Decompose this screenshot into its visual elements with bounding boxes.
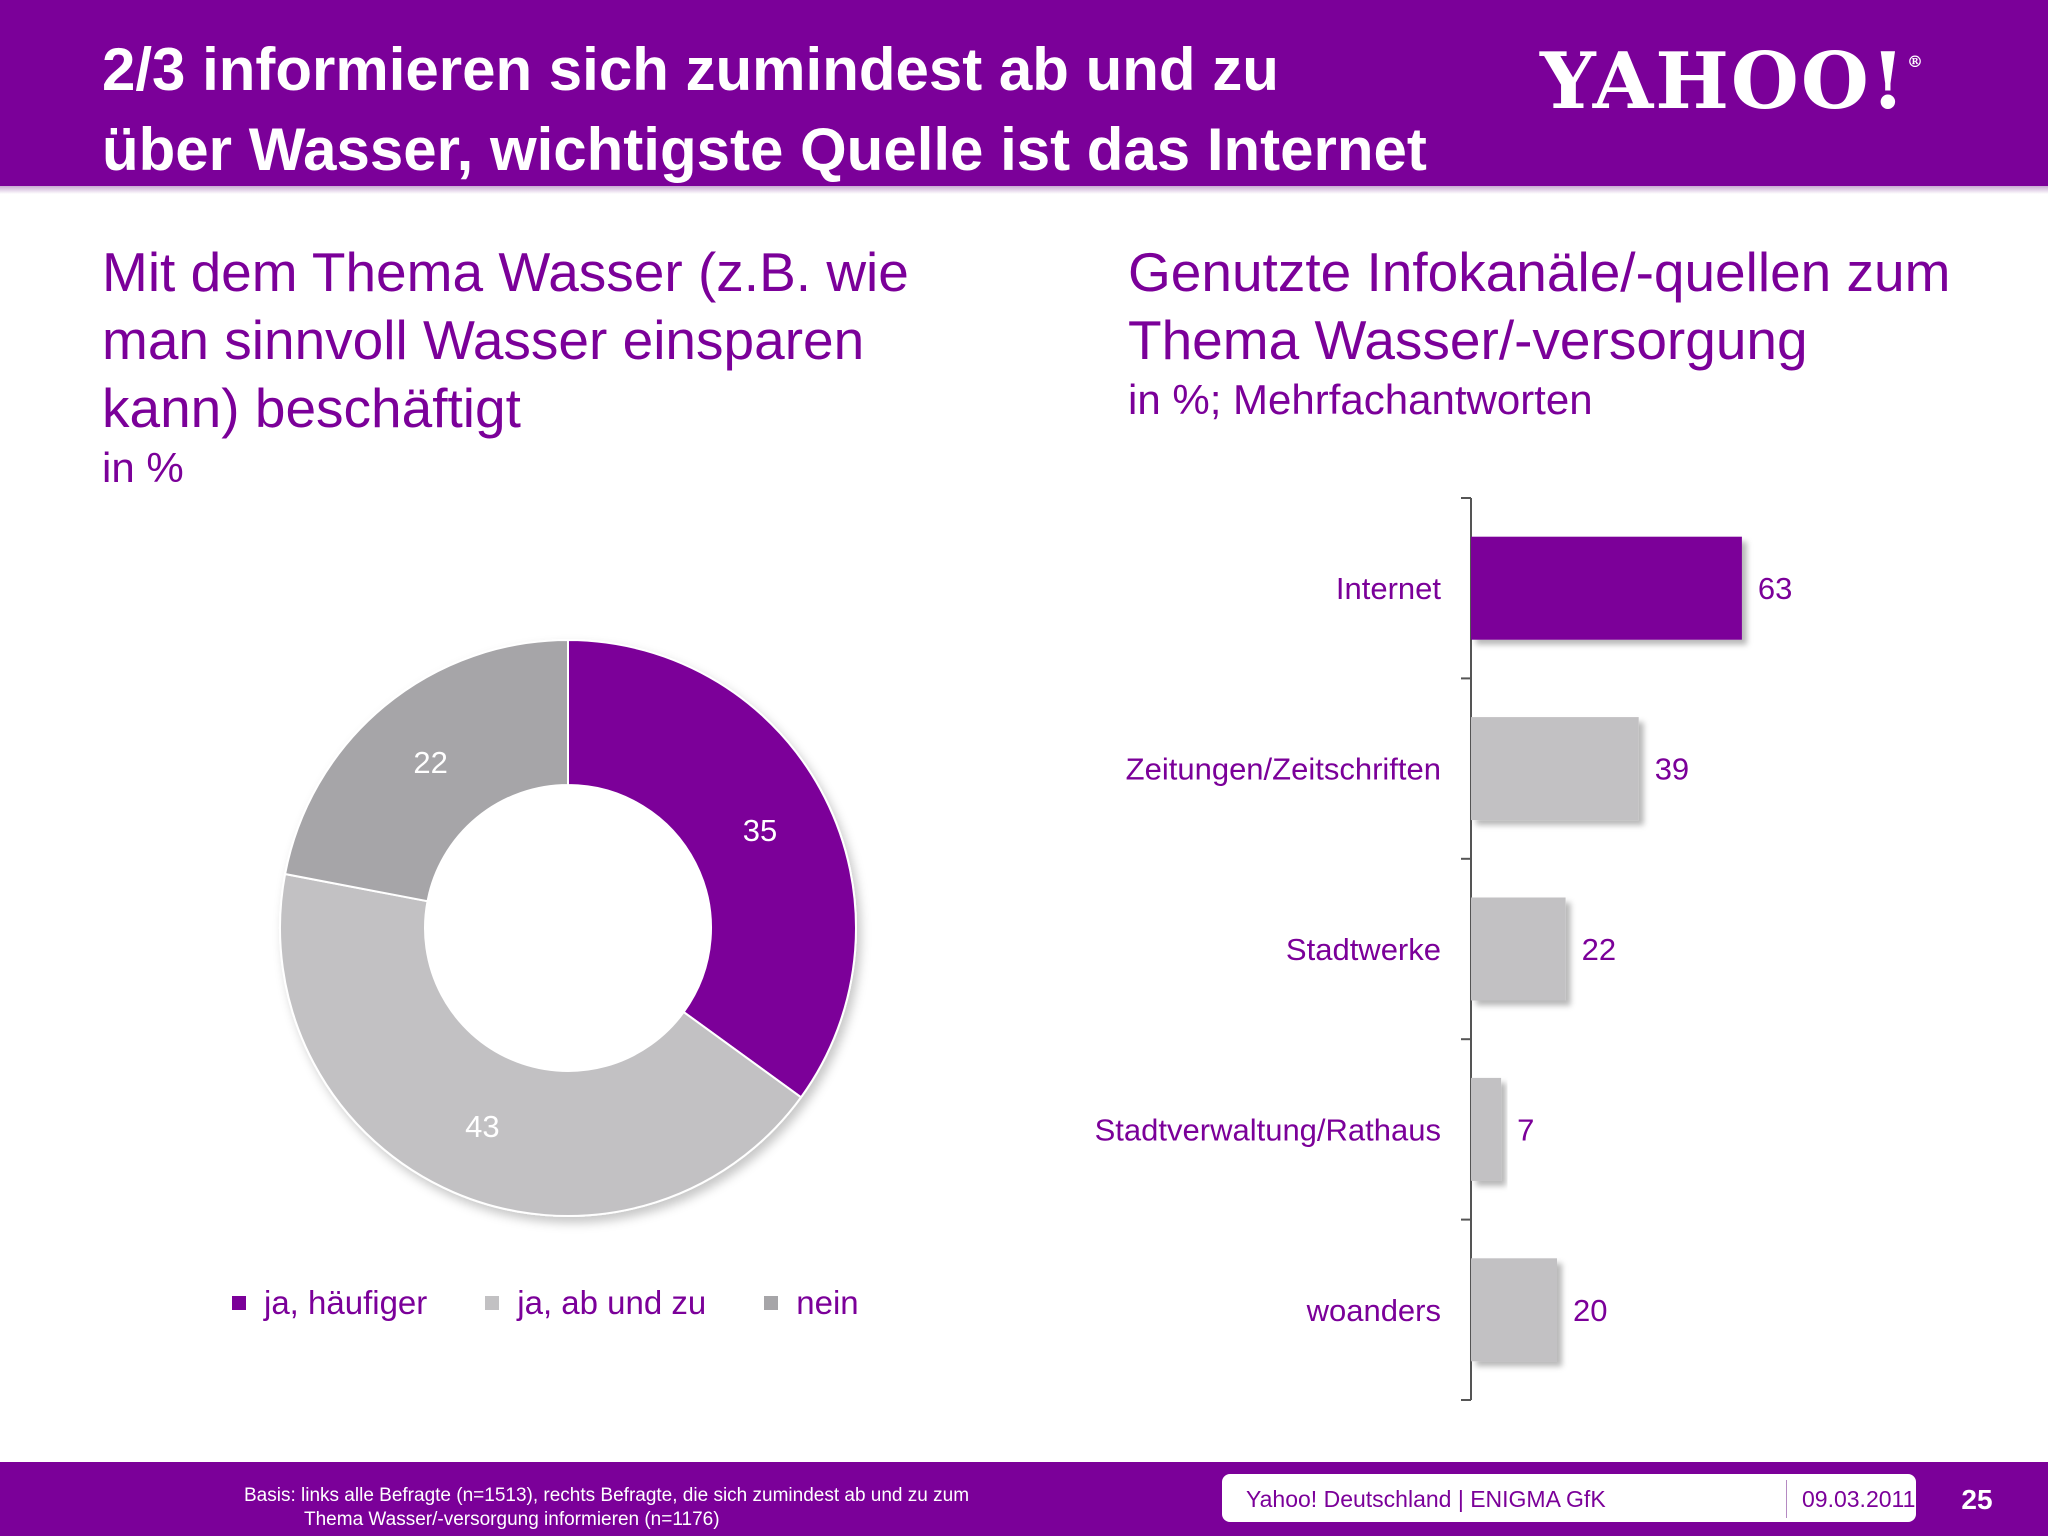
donut-chart-unit: in %	[102, 444, 184, 491]
bar-title-line-2: Thema Wasser/-versorgung	[1128, 309, 1808, 371]
slide-title-line-1: 2/3 informieren sich zumindest ab und zu	[102, 36, 1279, 103]
yahoo-logo: YAHOO!®	[1540, 32, 1970, 132]
donut-chart	[279, 638, 857, 1217]
donut-legend: ja, häufiger ja, ab und zu nein	[232, 1278, 932, 1328]
bar-stadtverwaltung-rathaus	[1471, 1077, 1502, 1181]
bar-zeitungen-zeitschriften	[1471, 717, 1639, 821]
bar-value-label-woanders: 20	[1573, 1293, 1607, 1328]
donut-value-label-nein: 22	[413, 745, 447, 780]
bar-woanders	[1471, 1258, 1557, 1362]
legend-label: ja, ab und zu	[517, 1284, 707, 1321]
bar-internet	[1471, 536, 1742, 640]
footer-basis-line-2: Thema Wasser/-versorgung informieren (n=…	[304, 1509, 720, 1530]
header-shadow	[0, 186, 2048, 194]
page-number: 25	[1961, 1484, 1993, 1515]
donut-chart-title: Mit dem Thema Wasser (z.B. wie man sinnv…	[102, 238, 1002, 442]
yahoo-logo-registered: ®	[1907, 52, 1926, 71]
bar-category-label-stadtverwaltung-rathaus: Stadtverwaltung/Rathaus	[1095, 1112, 1441, 1147]
donut-hole	[425, 785, 711, 1071]
slide-header	[0, 0, 2048, 186]
legend-item-nein: nein	[764, 1284, 859, 1322]
bar-value-label-stadtverwaltung-rathaus: 7	[1517, 1112, 1534, 1147]
legend-label: ja, häufiger	[264, 1284, 428, 1321]
donut-title-line-2: man sinnvoll Wasser einsparen	[102, 309, 865, 371]
legend-item-ja-ab-und-zu: ja, ab und zu	[485, 1284, 706, 1322]
bar-chart: Internet 63 Zeitungen/Zeitschriften 39 Stadt…	[1095, 497, 1792, 1401]
yahoo-logo-text: YAHOO!	[1540, 36, 1908, 127]
donut-labels: 35 43 22	[413, 745, 777, 1144]
donut-value-label-ja-ab-und-zu: 43	[465, 1109, 499, 1144]
slide-title: 2/3 informieren sich zumindest ab und zu…	[102, 30, 1662, 190]
footer-info-box	[1222, 1474, 1916, 1522]
bar-category-label-zeitungen-zeitschriften: Zeitungen/Zeitschriften	[1126, 752, 1441, 787]
legend-swatch	[232, 1296, 246, 1310]
bar-stadtwerke	[1471, 897, 1566, 1001]
legend-label: nein	[796, 1284, 859, 1321]
bar-value-label-stadtwerke: 22	[1582, 932, 1616, 967]
slide-title-line-2: über Wasser, wichtigste Quelle ist das I…	[102, 116, 1427, 183]
footer-basis-line-1: Basis: links alle Befragte (n=1513), rec…	[244, 1485, 970, 1506]
legend-swatch	[485, 1296, 500, 1310]
bar-category-label-stadtwerke: Stadtwerke	[1286, 932, 1441, 967]
legend-swatch	[764, 1296, 779, 1310]
bar-chart-title: Genutzte Infokanäle/-quellen zum Thema W…	[1128, 238, 2028, 374]
bar-value-label-internet: 63	[1758, 571, 1792, 606]
footer-date: 09.03.2011	[1802, 1486, 1916, 1512]
bar-title-line-1: Genutzte Infokanäle/-quellen zum	[1128, 241, 1951, 303]
bar-chart-unit: in %; Mehrfachantworten	[1128, 376, 1593, 423]
donut-title-line-3: kann) beschäftigt	[102, 377, 521, 439]
donut-title-line-1: Mit dem Thema Wasser (z.B. wie	[102, 241, 909, 303]
legend-item-ja-h-ufiger: ja, häufiger	[232, 1284, 427, 1322]
donut-value-label-ja-h-ufiger: 35	[743, 813, 777, 848]
bar-value-label-zeitungen-zeitschriften: 39	[1655, 752, 1689, 787]
footer-divider	[1786, 1480, 1787, 1518]
footer-company: Yahoo! Deutschland | ENIGMA GfK	[1246, 1486, 1606, 1512]
footer-basis-note: Basis: links alle Befragte (n=1513), rec…	[244, 1484, 1224, 1532]
bar-category-label-woanders: woanders	[1306, 1293, 1441, 1328]
bar-category-label-internet: Internet	[1336, 571, 1442, 606]
